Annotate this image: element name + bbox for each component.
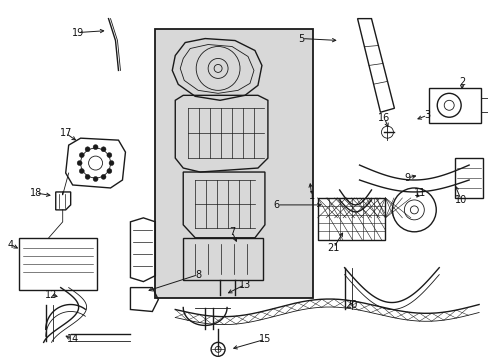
Circle shape: [79, 168, 84, 174]
Circle shape: [101, 174, 106, 179]
Bar: [155, 28, 312, 298]
Text: 10: 10: [454, 195, 467, 205]
Circle shape: [93, 145, 98, 150]
Bar: [19, 238, 96, 289]
Text: 9: 9: [404, 173, 409, 183]
Circle shape: [107, 153, 112, 158]
Bar: [183, 238, 263, 280]
Text: 8: 8: [195, 270, 201, 280]
Circle shape: [85, 147, 90, 152]
Text: 20: 20: [345, 300, 357, 310]
Text: 2: 2: [458, 77, 464, 87]
Text: 6: 6: [273, 200, 279, 210]
Text: 14: 14: [66, 334, 79, 345]
Text: 15: 15: [258, 334, 270, 345]
Circle shape: [79, 153, 84, 158]
Text: 21: 21: [327, 243, 339, 253]
Text: 3: 3: [424, 110, 429, 120]
Bar: [454, 158, 482, 198]
Circle shape: [109, 161, 114, 166]
Text: 11: 11: [413, 188, 426, 198]
Text: 18: 18: [30, 188, 42, 198]
Circle shape: [101, 147, 106, 152]
Text: 1: 1: [308, 191, 314, 201]
Circle shape: [107, 168, 112, 174]
Bar: [428, 88, 480, 123]
Text: 7: 7: [228, 227, 235, 237]
Text: 12: 12: [44, 289, 57, 300]
Text: 13: 13: [238, 280, 251, 289]
Circle shape: [77, 161, 82, 166]
Text: 5: 5: [298, 33, 305, 44]
Bar: [317, 198, 385, 240]
Circle shape: [93, 176, 98, 181]
Text: 4: 4: [8, 240, 14, 250]
Text: 17: 17: [60, 128, 72, 138]
Text: 16: 16: [378, 113, 390, 123]
Text: 19: 19: [71, 28, 83, 37]
Circle shape: [85, 174, 90, 179]
